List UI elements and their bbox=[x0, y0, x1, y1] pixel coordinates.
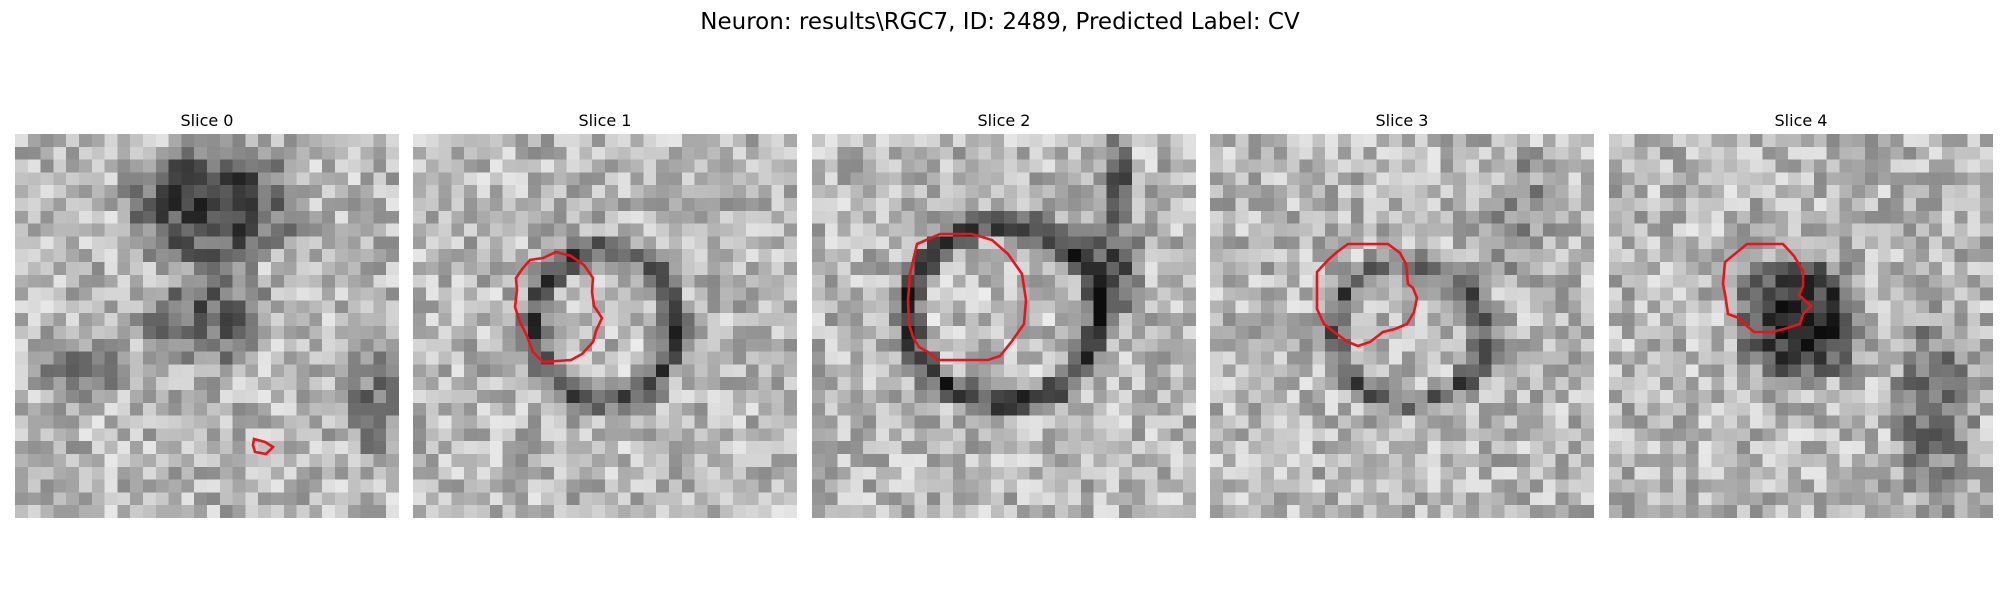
figure-title: Neuron: results\RGC7, ID: 2489, Predicte… bbox=[700, 9, 1300, 35]
slice-panel-4: Slice 4 bbox=[1609, 110, 1993, 518]
slice-image-canvas bbox=[15, 134, 399, 518]
slice-title: Slice 3 bbox=[1375, 111, 1429, 130]
slice-image bbox=[812, 134, 1196, 518]
segmentation-contour bbox=[906, 232, 1028, 362]
contour-outline bbox=[251, 437, 276, 456]
segmentation-contour bbox=[251, 437, 276, 456]
slice-panel-1: Slice 1 bbox=[413, 110, 797, 518]
slice-image-canvas bbox=[1609, 134, 1993, 518]
slice-title: Slice 0 bbox=[180, 111, 234, 130]
slice-title: Slice 2 bbox=[977, 111, 1031, 130]
slice-title: Slice 4 bbox=[1774, 111, 1828, 130]
contour-outline bbox=[906, 232, 1028, 362]
slice-image bbox=[1210, 134, 1594, 518]
slice-panel-0: Slice 0 bbox=[15, 110, 399, 518]
segmentation-contour bbox=[513, 250, 604, 364]
slice-image bbox=[413, 134, 797, 518]
contour-outline bbox=[513, 250, 604, 364]
slice-image-canvas bbox=[413, 134, 797, 518]
segmentation-contour bbox=[1315, 242, 1419, 348]
slice-image-canvas bbox=[812, 134, 1196, 518]
slice-image bbox=[1609, 134, 1993, 518]
contour-outline bbox=[1315, 242, 1419, 348]
slice-image bbox=[15, 134, 399, 518]
slice-panel-3: Slice 3 bbox=[1210, 110, 1594, 518]
contour-outline bbox=[1721, 242, 1813, 334]
segmentation-contour bbox=[1721, 242, 1813, 334]
slice-title: Slice 1 bbox=[578, 111, 632, 130]
slice-panel-2: Slice 2 bbox=[812, 110, 1196, 518]
